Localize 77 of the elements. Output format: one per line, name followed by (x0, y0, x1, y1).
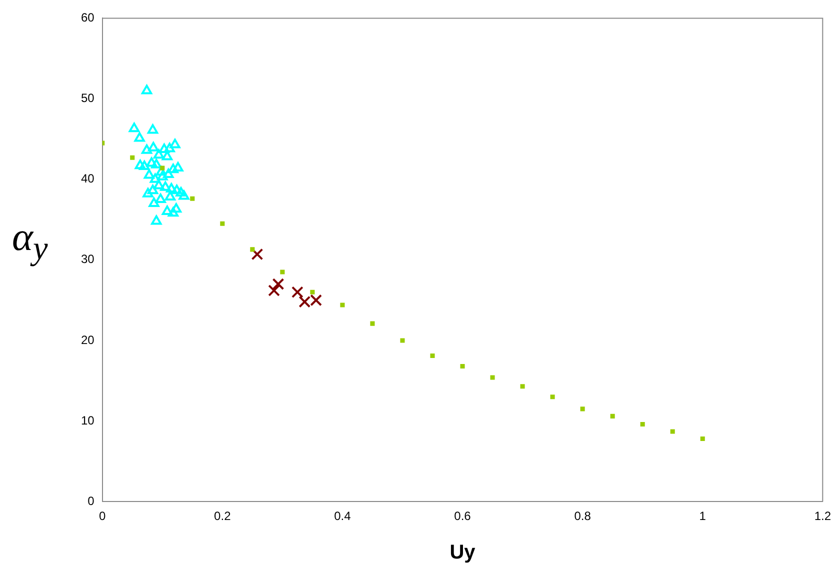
point (134, 132, 145, 142)
point (153, 149, 164, 159)
point (220, 221, 225, 226)
point (298, 296, 311, 308)
point (158, 144, 170, 154)
point (156, 166, 167, 176)
point (151, 158, 162, 168)
y-axis-title: α$_{y}$ (12, 213, 48, 268)
point (141, 144, 152, 154)
point (310, 294, 322, 306)
point (164, 191, 176, 201)
point (268, 284, 280, 296)
point (155, 193, 166, 203)
point (144, 169, 154, 179)
point (370, 321, 375, 326)
point (580, 406, 585, 412)
y-tick-label: 60 (80, 10, 95, 25)
point (250, 247, 255, 252)
x-tick-label: 0 (99, 509, 106, 524)
point (150, 173, 160, 183)
point (147, 184, 158, 194)
point (400, 338, 405, 343)
y-tick-label: 40 (80, 172, 95, 186)
point (134, 160, 146, 170)
point (153, 180, 164, 190)
point (163, 168, 174, 178)
y-tick-label: 0 (88, 494, 95, 508)
point (146, 157, 157, 167)
point (170, 138, 180, 148)
point (148, 198, 160, 208)
point (550, 394, 555, 400)
point (190, 196, 195, 201)
point (164, 142, 175, 152)
point (148, 142, 159, 152)
x-tick-label: 0.8 (574, 509, 592, 524)
point (291, 286, 304, 298)
x-tick-label: 0.6 (454, 509, 472, 524)
point (251, 248, 264, 260)
point (166, 183, 177, 192)
x-tick-label: 0.4 (334, 509, 352, 524)
point (151, 215, 162, 225)
point (147, 124, 158, 134)
y-tick-label: 50 (80, 91, 95, 106)
point (430, 354, 435, 358)
point (172, 162, 184, 172)
point (176, 187, 186, 197)
point (610, 414, 615, 418)
point (272, 278, 284, 290)
point (139, 160, 150, 170)
point (168, 164, 179, 174)
x-tick-label: 1 (699, 509, 706, 524)
x-tick-label: 1.2 (814, 509, 832, 524)
y-tick-label: 30 (80, 252, 95, 266)
point (160, 181, 171, 191)
x-tick-label: 0.2 (214, 509, 232, 524)
point (168, 207, 179, 217)
point (170, 203, 182, 213)
point (460, 364, 465, 369)
point (128, 122, 140, 132)
y-tick-label: 10 (80, 413, 95, 428)
point (700, 436, 705, 442)
point (490, 375, 495, 380)
point (141, 84, 152, 94)
point (130, 155, 135, 160)
x-axis-title: Uy (450, 542, 476, 564)
point (162, 206, 173, 216)
point (157, 170, 168, 180)
point (280, 270, 285, 274)
point (171, 184, 182, 194)
point (178, 190, 190, 200)
point (670, 429, 675, 434)
point (520, 384, 525, 389)
point (640, 422, 645, 427)
y-tick-label: 20 (80, 332, 95, 347)
point (142, 188, 154, 198)
point (310, 290, 315, 294)
point (340, 302, 345, 308)
